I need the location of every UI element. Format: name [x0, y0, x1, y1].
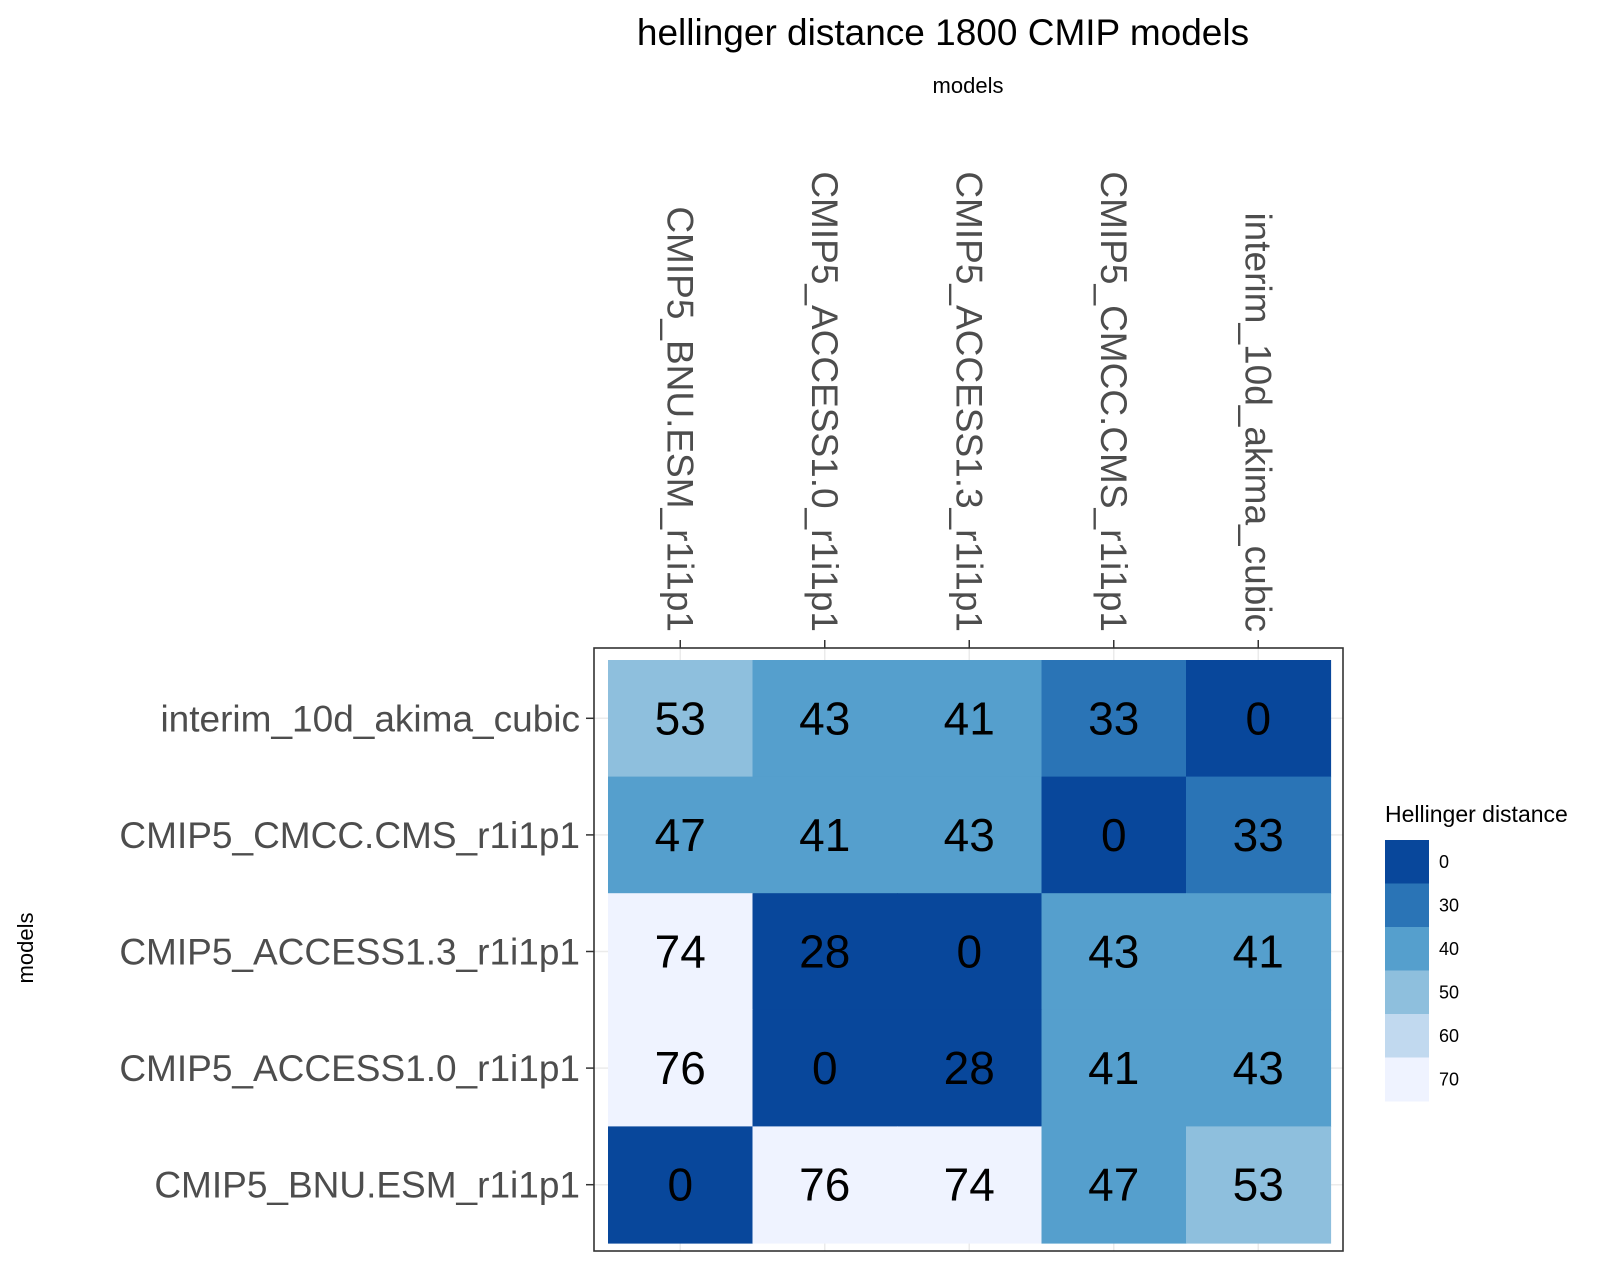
legend-label: 50	[1439, 982, 1459, 1002]
legend: Hellinger distance 0 30 40 50 60 70	[1385, 801, 1568, 1102]
legend-key	[1385, 840, 1429, 884]
heatmap-cell-label: 47	[1088, 1159, 1139, 1211]
heatmap-cell	[1186, 1009, 1332, 1127]
heatmap-cell-label: 0	[956, 926, 982, 978]
legend-label: 0	[1439, 852, 1449, 872]
heatmap-cell	[1041, 660, 1187, 778]
heatmap-cell	[897, 660, 1043, 778]
legend-keys: 0 30 40 50 60 70	[1385, 840, 1459, 1102]
heatmap-cell	[1186, 893, 1332, 1011]
y-axis-tick-label: CMIP5_ACCESS1.3_r1i1p1	[119, 932, 580, 973]
y-axis-ticks: interim_10d_akima_cubic CMIP5_CMCC.CMS_r1…	[119, 698, 594, 1206]
heatmap-cell-label: 43	[1233, 1042, 1284, 1094]
heatmap-cells	[608, 660, 1332, 1244]
heatmap-cell	[608, 1009, 754, 1127]
heatmap-cell	[752, 660, 898, 778]
heatmap-cell	[608, 776, 754, 894]
heatmap-cell-label: 28	[799, 926, 850, 978]
y-axis-tick-label: interim_10d_akima_cubic	[160, 698, 580, 739]
legend-key	[1385, 1014, 1429, 1058]
x-axis-tick-label: CMIP5_ACCESS1.0_r1i1p1	[804, 171, 845, 632]
x-axis-ticks: CMIP5_BNU.ESM_r1i1p1 CMIP5_ACCESS1.0_r1i1…	[659, 171, 1278, 648]
heatmap-cell	[897, 776, 1043, 894]
heatmap-cell-label: 43	[799, 692, 850, 744]
heatmap-cell-label: 0	[667, 1159, 693, 1211]
heatmap-cell-label: 33	[1088, 692, 1139, 744]
heatmap-cell-label: 53	[655, 692, 706, 744]
heatmap-cell	[752, 1126, 898, 1244]
heatmap-cell	[1186, 660, 1332, 778]
heatmap-cell-label: 0	[812, 1042, 838, 1094]
legend-label: 70	[1439, 1069, 1459, 1089]
heatmap-cell-label: 47	[655, 809, 706, 861]
heatmap-cell	[608, 1126, 754, 1244]
heatmap-cell	[897, 893, 1043, 1011]
heatmap-cell-labels: 53 43 41 33 0 47 41 43 0 33 74 28 0 43 41 76 0 28 41 43 0 76 7…	[655, 692, 1284, 1210]
heatmap-cell-label: 41	[944, 692, 995, 744]
heatmap-cell-label: 33	[1233, 809, 1284, 861]
y-axis-tick-label: CMIP5_CMCC.CMS_r1i1p1	[119, 815, 580, 856]
x-axis-tick-label: CMIP5_CMCC.CMS_r1i1p1	[1093, 171, 1134, 632]
heatmap-cell-label: 76	[799, 1159, 850, 1211]
legend-key	[1385, 927, 1429, 971]
heatmap-cell	[897, 1126, 1043, 1244]
heatmap-cell-label: 41	[1088, 1042, 1139, 1094]
heatmap-cell	[1041, 1009, 1187, 1127]
heatmap-cell	[1041, 1126, 1187, 1244]
legend-key	[1385, 970, 1429, 1015]
x-axis-title: models	[933, 73, 1004, 98]
heatmap-cell	[752, 776, 898, 894]
heatmap-cell-label: 43	[1088, 926, 1139, 978]
legend-label: 60	[1439, 1026, 1459, 1046]
heatmap-cell	[897, 1009, 1043, 1127]
heatmap-cell-label: 76	[655, 1042, 706, 1094]
legend-label: 40	[1439, 939, 1459, 959]
heatmap-cell-label: 74	[944, 1159, 995, 1211]
heatmap-cell-label: 28	[944, 1042, 995, 1094]
heatmap-cell-label: 0	[1245, 692, 1271, 744]
y-axis-tick-label: CMIP5_ACCESS1.0_r1i1p1	[119, 1048, 580, 1089]
x-axis-tick-label: interim_10d_akima_cubic	[1237, 212, 1278, 632]
chart-title: hellinger distance 1800 CMIP models	[637, 12, 1249, 53]
legend-label: 30	[1439, 895, 1459, 915]
heatmap-cell	[1186, 776, 1332, 894]
heatmap-cell	[1041, 776, 1187, 894]
legend-title: Hellinger distance	[1385, 801, 1568, 827]
legend-key	[1385, 1057, 1429, 1102]
heatmap-cell-label: 41	[1233, 926, 1284, 978]
heatmap-cell	[1186, 1126, 1332, 1244]
y-axis-title: models	[13, 913, 38, 984]
x-axis-tick-label: CMIP5_ACCESS1.3_r1i1p1	[948, 171, 989, 632]
heatmap-cell-label: 53	[1233, 1159, 1284, 1211]
heatmap-cell	[608, 660, 754, 778]
legend-key	[1385, 883, 1429, 928]
heatmap-cell	[752, 1009, 898, 1127]
heatmap-cell-label: 43	[944, 809, 995, 861]
heatmap-cell	[608, 893, 754, 1011]
heatmap-cell-label: 0	[1101, 809, 1127, 861]
y-axis-tick-label: CMIP5_BNU.ESM_r1i1p1	[154, 1165, 580, 1206]
heatmap-cell-label: 41	[799, 809, 850, 861]
heatmap-cell	[1041, 893, 1187, 1011]
heatmap-cell	[752, 893, 898, 1011]
x-axis-tick-label: CMIP5_BNU.ESM_r1i1p1	[659, 206, 700, 632]
heatmap-cell-label: 74	[655, 926, 706, 978]
